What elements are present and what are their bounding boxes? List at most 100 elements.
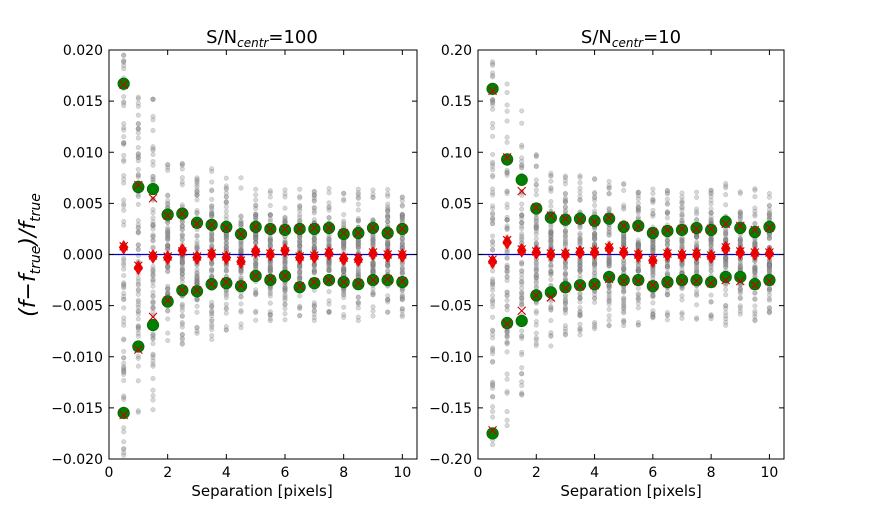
scatter-point xyxy=(179,271,185,277)
scatter-point xyxy=(519,144,525,150)
scatter-point xyxy=(253,292,259,298)
scatter-point xyxy=(533,182,539,188)
scatter-point xyxy=(519,267,525,274)
scatter-point xyxy=(311,192,317,198)
scatter-point xyxy=(253,215,259,221)
sigma-point xyxy=(396,276,409,289)
scatter-point xyxy=(621,237,627,243)
scatter-point xyxy=(267,309,273,315)
scatter-point xyxy=(194,297,200,303)
x-tick-label: 10 xyxy=(393,465,411,481)
scatter-point xyxy=(121,260,127,266)
sigma-point xyxy=(264,273,277,287)
scatter-point xyxy=(606,282,612,288)
scatter-point xyxy=(135,408,141,414)
sigma-point xyxy=(146,318,160,332)
scatter-point xyxy=(253,235,259,241)
scatter-point xyxy=(326,215,332,221)
scatter-point xyxy=(135,166,141,173)
scatter-point xyxy=(179,304,185,311)
scatter-point xyxy=(179,340,185,346)
scatter-point xyxy=(165,193,171,199)
scatter-point xyxy=(533,330,539,336)
scatter-point xyxy=(752,220,758,226)
scatter-point xyxy=(490,106,496,112)
scatter-point xyxy=(165,242,171,249)
scatter-point xyxy=(238,309,244,315)
scatter-point xyxy=(548,276,554,283)
scatter-point xyxy=(165,283,171,289)
sigma-point xyxy=(132,340,145,353)
scatter-point xyxy=(209,231,215,237)
scatter-point xyxy=(267,268,273,274)
scatter-point xyxy=(341,212,347,218)
scatter-point xyxy=(194,197,200,203)
scatter-point xyxy=(238,221,244,227)
scatter-point xyxy=(708,299,714,305)
scatter-point xyxy=(635,319,641,325)
scatter-point xyxy=(621,204,627,210)
scatter-point xyxy=(150,268,156,274)
scatter-point xyxy=(606,232,612,238)
scatter-point xyxy=(135,201,141,207)
scatter-point xyxy=(194,328,200,334)
scatter-point xyxy=(135,278,141,284)
scatter-point xyxy=(165,233,171,240)
scatter-point xyxy=(179,226,185,233)
scatter-point xyxy=(490,268,496,274)
scatter-point xyxy=(621,296,627,302)
scatter-point xyxy=(238,246,244,252)
scatter-point xyxy=(606,299,612,305)
scatter-point xyxy=(165,192,171,198)
scatter-point xyxy=(121,257,127,263)
scatter-point xyxy=(253,186,259,192)
scatter-point xyxy=(635,291,641,297)
scatter-point xyxy=(253,235,259,242)
scatter-point xyxy=(209,236,215,242)
scatter-point xyxy=(209,213,215,219)
scatter-point xyxy=(253,236,259,242)
scatter-point xyxy=(135,327,141,333)
scatter-point xyxy=(179,274,185,280)
scatter-point xyxy=(490,346,496,352)
sigma-point xyxy=(705,223,718,237)
scatter-point xyxy=(194,330,200,336)
scatter-point xyxy=(238,221,244,227)
scatter-point xyxy=(179,258,185,264)
scatter-point xyxy=(135,316,141,322)
scatter-point xyxy=(135,126,141,132)
scatter-point xyxy=(150,207,156,213)
scatter-point xyxy=(267,238,273,245)
scatter-point xyxy=(504,81,510,87)
sigma-point xyxy=(748,225,761,239)
scatter-point xyxy=(737,287,743,293)
scatter-point xyxy=(621,187,627,193)
scatter-point xyxy=(679,214,685,220)
scatter-point xyxy=(664,312,670,318)
scatter-point xyxy=(194,179,200,185)
scatter-point xyxy=(311,311,317,317)
scatter-point xyxy=(708,316,714,322)
scatter-point xyxy=(135,355,141,361)
scatter-point xyxy=(238,248,244,254)
sigma-point xyxy=(381,273,394,287)
scatter-point xyxy=(209,266,215,272)
scatter-point xyxy=(165,330,171,336)
scatter-point xyxy=(723,256,729,262)
scatter-point xyxy=(179,335,185,341)
scatter-point xyxy=(562,204,568,210)
scatter-point xyxy=(490,380,496,386)
scatter-point xyxy=(121,203,127,209)
scatter-point xyxy=(533,240,539,246)
scatter-point xyxy=(150,162,156,168)
scatter-point xyxy=(253,197,259,203)
scatter-point xyxy=(519,371,525,377)
scatter-point xyxy=(135,297,141,303)
x-tick-label: 10 xyxy=(761,465,779,481)
scatter-point xyxy=(385,309,391,315)
scatter-point xyxy=(150,147,156,153)
scatter-point xyxy=(150,340,156,347)
sigma-point xyxy=(588,278,601,291)
sigma-point xyxy=(646,280,659,293)
scatter-point xyxy=(223,236,229,243)
